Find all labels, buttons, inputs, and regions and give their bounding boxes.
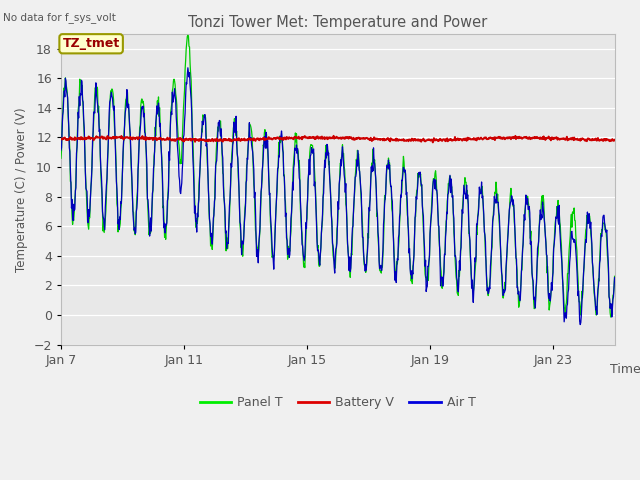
Text: No data for f_sys_volt: No data for f_sys_volt [3, 12, 116, 23]
Legend: Panel T, Battery V, Air T: Panel T, Battery V, Air T [195, 391, 481, 414]
Text: TZ_tmet: TZ_tmet [63, 37, 120, 50]
X-axis label: Time: Time [611, 363, 640, 376]
Y-axis label: Temperature (C) / Power (V): Temperature (C) / Power (V) [15, 107, 28, 272]
Title: Tonzi Tower Met: Temperature and Power: Tonzi Tower Met: Temperature and Power [188, 15, 488, 30]
